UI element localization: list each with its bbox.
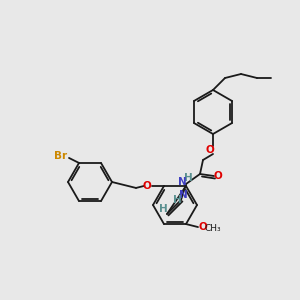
Text: H: H xyxy=(172,195,182,205)
Text: Br: Br xyxy=(54,151,68,161)
Text: O: O xyxy=(206,145,214,155)
Text: H: H xyxy=(159,204,167,214)
Text: O: O xyxy=(214,171,222,181)
Text: N: N xyxy=(178,190,188,200)
Text: O: O xyxy=(199,222,207,232)
Text: N: N xyxy=(178,177,186,187)
Text: O: O xyxy=(142,181,152,191)
Text: H: H xyxy=(184,173,192,183)
Text: CH₃: CH₃ xyxy=(205,224,221,232)
